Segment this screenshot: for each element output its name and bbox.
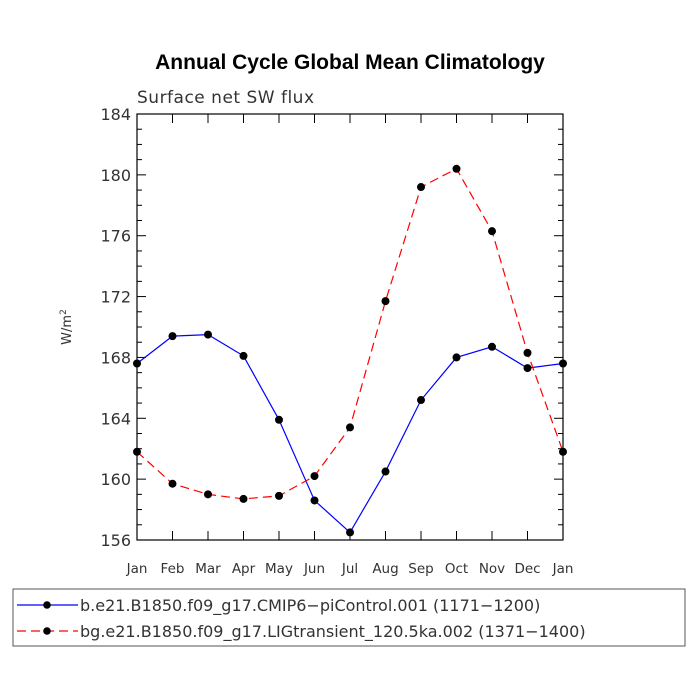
y-axis-label: W/m2 <box>59 309 75 345</box>
series-1-point <box>452 353 461 362</box>
series-2-point <box>310 472 319 481</box>
legend-box <box>12 588 686 647</box>
series-1-point <box>346 528 354 537</box>
legend: b.e21.B1850.f09_g17.CMIP6−piControl.001 … <box>12 588 686 647</box>
x-tick-label: Sep <box>408 561 433 577</box>
legend-label-transient: bg.e21.B1850.f09_g17.LIGtransient_120.5k… <box>80 622 586 642</box>
x-tick-label: Jun <box>303 561 325 577</box>
y-tick-label: 168 <box>100 348 131 367</box>
x-tick-label: Jul <box>341 561 358 577</box>
y-axis-ticks: 156 160 164 168 172 176 180 184 <box>100 105 563 550</box>
series-2-point <box>523 348 532 357</box>
series-2-point <box>239 494 248 503</box>
series-line-2 <box>136 167 564 500</box>
chart-title: Annual Cycle Global Mean Climatology <box>155 51 545 74</box>
series-1-point <box>559 359 567 368</box>
series-2-point <box>275 491 283 500</box>
series-1-point <box>417 396 425 405</box>
x-tick-label: May <box>265 561 293 577</box>
series-2-point <box>488 227 496 236</box>
x-tick-label: Apr <box>232 561 256 577</box>
series-1-point <box>275 415 283 424</box>
series-layer <box>133 164 567 537</box>
x-tick-label: Oct <box>445 561 468 577</box>
x-tick-label: Jan <box>126 561 148 577</box>
series-1-point <box>381 467 390 476</box>
series-1-point <box>310 496 319 505</box>
x-tick-label: Dec <box>514 561 540 577</box>
chart-subtitle: Surface net SW flux <box>137 88 315 108</box>
y-axis-label-unit: W/m <box>60 315 75 345</box>
y-tick-label: 164 <box>100 409 131 428</box>
series-1-point <box>239 351 248 360</box>
y-axis-label-exponent: 2 <box>59 309 69 315</box>
series-1-point <box>133 359 141 368</box>
y-tick-label: 180 <box>100 166 131 185</box>
series-2-point <box>204 490 212 499</box>
series-2-point <box>452 164 461 173</box>
series-2-point <box>559 447 567 456</box>
x-tick-label: Nov <box>479 561 505 577</box>
series-2-point <box>346 423 354 432</box>
x-tick-label: Mar <box>195 561 221 577</box>
y-tick-label: 156 <box>100 531 131 550</box>
y-tick-label: 160 <box>100 470 131 489</box>
series-1-point <box>488 342 496 351</box>
series-1-point <box>523 364 532 373</box>
series-2-point <box>417 183 425 192</box>
legend-label-control: b.e21.B1850.f09_g17.CMIP6−piControl.001 … <box>80 596 540 616</box>
series-2-point <box>133 447 141 456</box>
series-1-point <box>204 330 212 339</box>
y-tick-label: 172 <box>100 288 131 307</box>
x-tick-label: Jan <box>552 561 574 577</box>
series-1-point <box>168 332 177 341</box>
y-tick-label: 184 <box>100 105 131 124</box>
series-line-1 <box>136 334 564 534</box>
x-tick-label: Feb <box>161 561 185 577</box>
legend-swatch-marker-transient <box>43 627 51 635</box>
series-2-point <box>381 297 390 306</box>
series-2-point <box>168 479 177 488</box>
x-tick-label: Aug <box>372 561 398 577</box>
x-axis-ticks: Jan Feb Mar Apr May Jun Jul Aug Sep Oct Nov Dec Jan <box>126 114 574 577</box>
plot-area-frame <box>136 113 564 541</box>
y-tick-label: 176 <box>100 227 131 246</box>
legend-swatch-marker-control <box>43 601 51 609</box>
